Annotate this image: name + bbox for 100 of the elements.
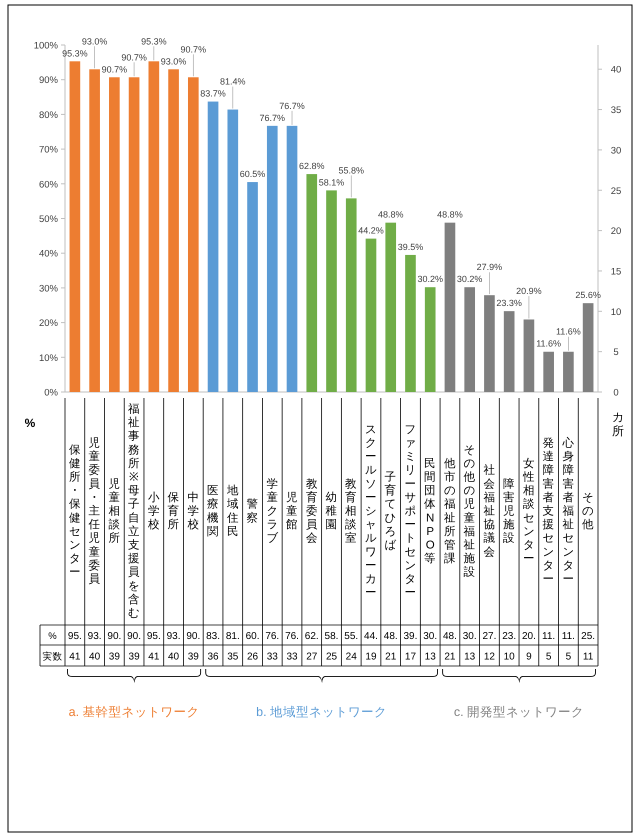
bar (247, 182, 258, 392)
text: a. 基幹型ネットワーク (68, 705, 200, 719)
bar (227, 110, 238, 392)
y-tick-label: 0% (44, 388, 59, 398)
bar (524, 319, 534, 392)
x-tick-label: 児童館 (286, 490, 298, 532)
bar (563, 352, 574, 392)
data-label: 83.7% (200, 88, 226, 99)
x-tick-label: 民間団体NPO等 (424, 456, 436, 566)
data-label: 55.8% (338, 165, 364, 176)
text: 39 (188, 652, 200, 662)
text: 30. (423, 631, 438, 642)
data-label: 90.7% (121, 52, 147, 62)
y2-tick-label: 10 (610, 306, 622, 318)
bar (582, 303, 594, 392)
data-label: 44.2% (358, 226, 384, 236)
data-label: 76.7% (260, 112, 286, 123)
x-tick-label: 女性相談センター (522, 456, 535, 566)
y-tick-label: 10% (38, 352, 59, 364)
text: 5 (566, 652, 572, 662)
x-tick-label: 社会福祉協議会 (483, 464, 496, 558)
text: 76. (285, 631, 299, 642)
text: 62. (304, 631, 319, 642)
y-tick-label: 30% (38, 283, 59, 294)
x-tick-label: 保育所 (168, 490, 180, 532)
text: 33 (266, 652, 278, 662)
data-label: 30.2% (456, 274, 482, 284)
text: 39 (128, 652, 140, 662)
y-tick-label: 70% (38, 144, 59, 156)
text: 13 (424, 652, 436, 662)
data-label: 95.3% (62, 48, 88, 58)
data-label: 60.5% (240, 169, 266, 180)
category-label: 心身障害者福祉センター (562, 437, 574, 586)
text: 12 (484, 652, 496, 662)
text: 35 (227, 652, 239, 662)
x-tick-label: 教育相談室 (345, 477, 358, 545)
data-label: 90.7% (102, 64, 128, 74)
bar (444, 222, 456, 392)
text: 27 (306, 652, 318, 662)
text: 44. (364, 631, 378, 642)
data-label: 81.4% (220, 76, 246, 87)
y2-tick-label: 25 (610, 186, 622, 197)
x-tick-label: 中学校 (186, 490, 200, 532)
text: 9 (526, 652, 532, 662)
x-tick-label: 教育委員会 (306, 477, 318, 545)
text: 20. (522, 631, 536, 642)
text: % (48, 631, 58, 642)
category-label: ファミリーサポートセンター (404, 424, 416, 600)
y2-tick-label: 20 (610, 226, 622, 238)
text: 27. (482, 631, 496, 642)
text: 90. (186, 631, 200, 642)
x-tick-label: 障害児施設 (503, 476, 516, 545)
text: 93. (88, 631, 102, 642)
bar (326, 190, 337, 392)
data-label: 93.0% (160, 56, 186, 66)
text: 41 (69, 652, 81, 662)
category-label: その他の児童福祉施設 (464, 444, 476, 579)
category-label: 福祉事務所※母子自立支援員を含む (128, 403, 140, 620)
text: 36 (207, 652, 220, 662)
y-tick-label: 90% (38, 75, 59, 86)
data-label: 27.9% (476, 262, 502, 272)
data-label: 20.9% (516, 286, 542, 296)
bar (484, 295, 495, 392)
x-tick-label: 小学校 (146, 490, 160, 532)
x-tick-label: 児童相談所 (108, 477, 120, 545)
category-label: 保健所・保健センター (68, 444, 81, 579)
y2-tick-label: 15 (610, 266, 622, 278)
text: 25. (581, 631, 596, 642)
x-tick-label: 学童クラブ (266, 477, 280, 545)
bar (543, 352, 554, 392)
bar (168, 69, 179, 392)
data-label: 48.8% (437, 210, 463, 220)
data-label: 11.6% (556, 326, 581, 337)
text: 55. (344, 631, 358, 642)
data-label: 30.2% (417, 274, 443, 284)
bar (366, 238, 376, 392)
text: 実数 (42, 650, 62, 662)
text: 30. (462, 631, 477, 642)
data-label: 39.5% (398, 242, 424, 252)
data-label: 25.6% (575, 290, 601, 300)
y-tick-label: 100% (34, 40, 59, 52)
y-tick-label: 50% (38, 214, 59, 225)
y-tick-label: 20% (38, 318, 59, 330)
bar (306, 174, 318, 392)
text: 21 (385, 652, 397, 662)
text: 81. (226, 631, 240, 642)
y-tick-label: 40% (38, 248, 59, 260)
y2-tick-label: 40 (610, 64, 622, 76)
text: 11 (582, 652, 594, 662)
category-label: 発達障害者支援センター (542, 437, 555, 586)
x-tick-label: 子育てひろば (384, 470, 398, 552)
text: 11. (542, 631, 556, 642)
data-label: 93.0% (82, 36, 108, 46)
bar (208, 102, 218, 392)
data-label: 11.6% (536, 338, 562, 349)
x-tick-label: 他市の福祉所管課 (444, 456, 456, 566)
bar (148, 61, 160, 392)
bar (405, 254, 416, 392)
text: 39. (404, 631, 418, 642)
bar (385, 222, 396, 392)
